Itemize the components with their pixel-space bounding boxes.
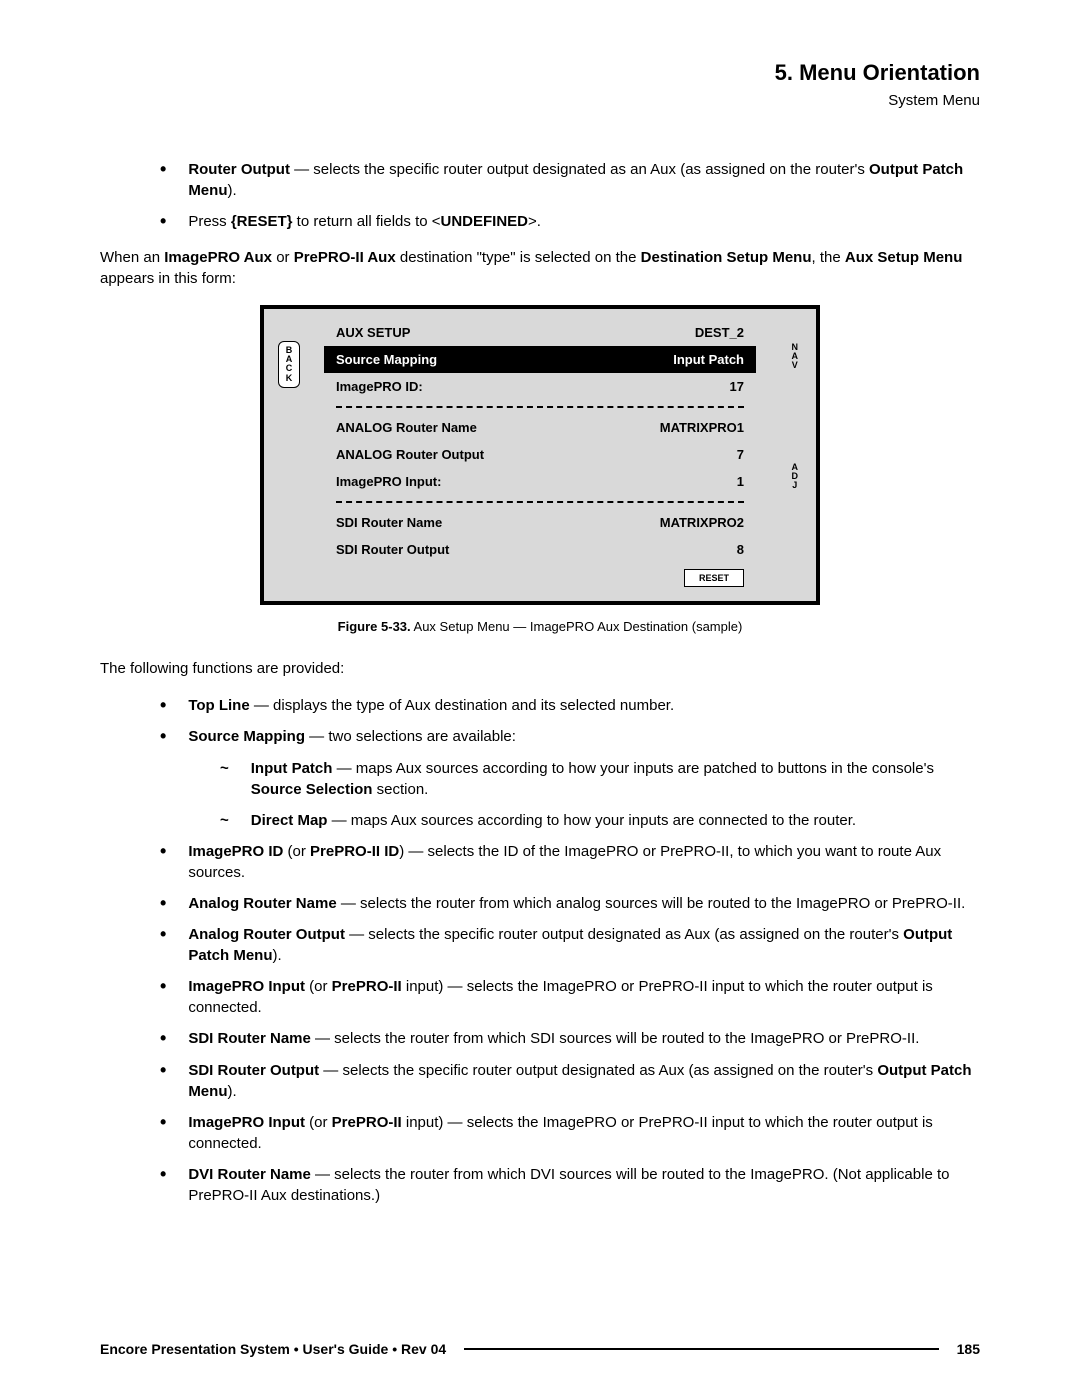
list-item: • Top Line — displays the type of Aux des… (160, 695, 980, 717)
list-item: • Source Mapping — two selections are ava… (160, 726, 980, 748)
list-item: • SDI Router Name — selects the router fr… (160, 1028, 980, 1050)
menu-row: ImagePRO ID: 17 (324, 373, 756, 400)
back-button[interactable]: B A C K (278, 341, 300, 389)
bullet-icon: • (160, 159, 166, 181)
menu-row-label: ANALOG Router Output (336, 447, 484, 462)
list-item: • DVI Router Name — selects the router fr… (160, 1164, 980, 1206)
sub-list-item: ~ Input Patch — maps Aux sources accordin… (220, 758, 980, 800)
menu-figure-wrap: B A C K N A V A D J AUX SETUP DEST_2 Sourc… (100, 305, 980, 605)
menu-row: SDI Router Output 8 (324, 536, 756, 563)
list-text: DVI Router Name — selects the router fro… (188, 1164, 980, 1206)
sub-list: ~ Input Patch — maps Aux sources accordin… (160, 758, 980, 831)
menu-row-value: DEST_2 (695, 325, 744, 340)
aux-setup-menu: B A C K N A V A D J AUX SETUP DEST_2 Sourc… (260, 305, 820, 605)
menu-row: ANALOG Router Name MATRIXPRO1 (324, 414, 756, 441)
list-item: • Router Output — selects the specific r… (160, 159, 980, 201)
list-text: ImagePRO Input (or PrePRO-II input) — se… (188, 1112, 980, 1154)
menu-row-value: MATRIXPRO2 (660, 515, 744, 530)
bullet-icon: • (160, 976, 166, 998)
list-text: SDI Router Output — selects the specific… (188, 1060, 980, 1102)
menu-divider (336, 501, 744, 503)
menu-row: AUX SETUP DEST_2 (324, 319, 756, 346)
figure-caption: Figure 5-33. Aux Setup Menu — ImagePRO A… (100, 619, 980, 634)
intro-paragraph: When an ImagePRO Aux or PrePRO-II Aux de… (100, 247, 980, 289)
menu-row-label: SDI Router Name (336, 515, 442, 530)
reset-button[interactable]: RESET (684, 569, 744, 587)
list-text: Router Output — selects the specific rou… (188, 159, 980, 201)
bullet-icon: • (160, 695, 166, 717)
nav-label: N A V (792, 343, 799, 371)
bullet-icon: • (160, 1164, 166, 1186)
menu-row-value: 8 (737, 542, 744, 557)
menu-row-label: AUX SETUP (336, 325, 410, 340)
menu-row-label: ImagePRO ID: (336, 379, 423, 394)
section-label: System Menu (100, 92, 980, 109)
menu-row: SDI Router Name MATRIXPRO2 (324, 509, 756, 536)
list-text: Source Mapping — two selections are avai… (188, 726, 980, 747)
adj-label: A D J (792, 463, 799, 491)
page-footer: Encore Presentation System • User's Guid… (100, 1341, 980, 1357)
menu-row-value: Input Patch (673, 352, 744, 367)
menu-row-value: 1 (737, 474, 744, 489)
bullet-icon: • (160, 893, 166, 915)
bullet-icon: • (160, 211, 166, 233)
list-text: Press {RESET} to return all fields to <U… (188, 211, 980, 232)
menu-row[interactable]: Source Mapping Input Patch (324, 346, 756, 373)
list-text: Top Line — displays the type of Aux dest… (188, 695, 980, 716)
list-text: Analog Router Output — selects the speci… (188, 924, 980, 966)
list-item: • SDI Router Output — selects the specifi… (160, 1060, 980, 1102)
list-text: Analog Router Name — selects the router … (188, 893, 980, 914)
menu-row-label: Source Mapping (336, 352, 437, 367)
intro-bullet-list: • Router Output — selects the specific r… (100, 159, 980, 233)
functions-lead: The following functions are provided: (100, 658, 980, 679)
menu-row-label: ImagePRO Input: (336, 474, 441, 489)
bullet-icon: • (160, 841, 166, 863)
menu-row-value: 7 (737, 447, 744, 462)
list-item: • Press {RESET} to return all fields to … (160, 211, 980, 233)
list-text: ImagePRO ID (or PrePRO-II ID) — selects … (188, 841, 980, 883)
menu-rows: AUX SETUP DEST_2 Source Mapping Input Patch… (324, 319, 756, 563)
bullet-icon: • (160, 924, 166, 946)
list-item: • Analog Router Name — selects the router… (160, 893, 980, 915)
content: • Router Output — selects the specific r… (100, 159, 980, 1206)
menu-row: ANALOG Router Output 7 (324, 441, 756, 468)
footer-rule (464, 1348, 938, 1350)
functions-list: • Top Line — displays the type of Aux des… (100, 695, 980, 1206)
menu-row-label: ANALOG Router Name (336, 420, 477, 435)
bullet-icon: • (160, 1112, 166, 1134)
page-number: 185 (957, 1341, 980, 1357)
list-item: • ImagePRO Input (or PrePRO-II input) — s… (160, 1112, 980, 1154)
bullet-icon: • (160, 1060, 166, 1082)
footer-text: Encore Presentation System • User's Guid… (100, 1341, 446, 1357)
sub-list-text: Input Patch — maps Aux sources according… (251, 758, 980, 800)
sub-list-text: Direct Map — maps Aux sources according … (251, 810, 980, 831)
menu-row-value: 17 (730, 379, 744, 394)
page: 5. Menu Orientation System Menu • Router… (0, 0, 1080, 1260)
list-text: ImagePRO Input (or PrePRO-II input) — se… (188, 976, 980, 1018)
menu-divider (336, 406, 744, 408)
list-text: SDI Router Name — selects the router fro… (188, 1028, 980, 1049)
page-header: 5. Menu Orientation System Menu (100, 60, 980, 109)
menu-row-label: SDI Router Output (336, 542, 449, 557)
menu-row-value: MATRIXPRO1 (660, 420, 744, 435)
chapter-title: 5. Menu Orientation (100, 60, 980, 86)
bullet-icon: • (160, 726, 166, 748)
list-item: • ImagePRO Input (or PrePRO-II input) — s… (160, 976, 980, 1018)
tilde-icon: ~ (220, 758, 229, 779)
list-item: • ImagePRO ID (or PrePRO-II ID) — selects… (160, 841, 980, 883)
list-item: • Analog Router Output — selects the spec… (160, 924, 980, 966)
tilde-icon: ~ (220, 810, 229, 831)
sub-list-item: ~ Direct Map — maps Aux sources according… (220, 810, 980, 831)
bullet-icon: • (160, 1028, 166, 1050)
menu-row: ImagePRO Input: 1 (324, 468, 756, 495)
